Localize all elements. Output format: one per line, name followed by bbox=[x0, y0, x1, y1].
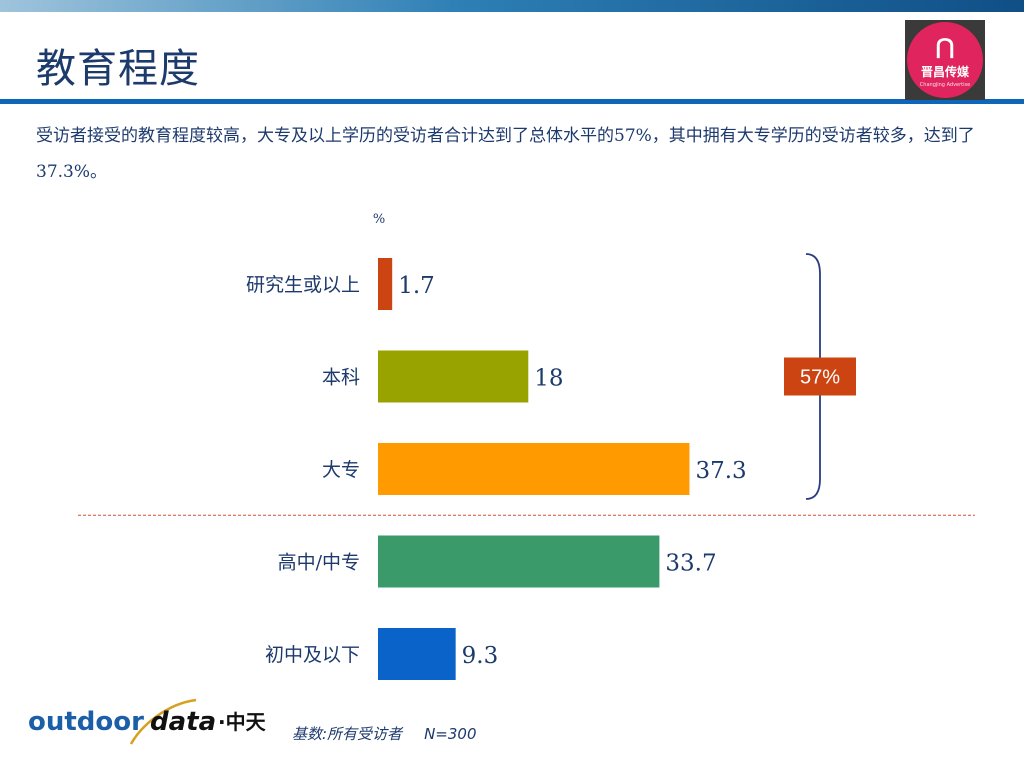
bar-1 bbox=[378, 258, 393, 310]
category-label-5: 初中及以下 bbox=[265, 644, 360, 666]
value-label-4: 33.7 bbox=[665, 551, 716, 577]
top-band bbox=[0, 0, 1024, 12]
bar-2 bbox=[378, 350, 529, 403]
base-label: 基数:所有受访者 bbox=[292, 725, 403, 743]
sample-base-note: 基数:所有受访者 N=300 bbox=[292, 723, 476, 744]
logo-subtitle: Changjing Advertise bbox=[920, 82, 970, 88]
company-logo: ⋂ 晋昌传媒 Changjing Advertise bbox=[905, 20, 985, 100]
logo-word-zhongtian: ·中天 bbox=[218, 710, 267, 734]
outdoor-data-logo: outdoor data ·中天 bbox=[26, 696, 286, 750]
bracket-badge-label: 57% bbox=[800, 367, 840, 389]
value-label-5: 9.3 bbox=[462, 643, 499, 669]
axis-unit-label: % bbox=[373, 212, 385, 227]
svg-text:⋂: ⋂ bbox=[936, 35, 955, 60]
logo-word-data: data bbox=[150, 707, 216, 737]
bar-5 bbox=[378, 628, 456, 680]
sample-size-label: N=300 bbox=[424, 725, 477, 743]
logo-word-outdoor: outdoor bbox=[28, 707, 144, 737]
bracket-badge bbox=[784, 357, 856, 396]
category-label-1: 研究生或以上 bbox=[246, 274, 360, 296]
summary-text: 受访者接受的教育程度较高，大专及以上学历的受访者合计达到了总体水平的57%，其中… bbox=[36, 126, 975, 182]
page-title: 教育程度 bbox=[36, 46, 200, 92]
value-label-3: 37.3 bbox=[695, 458, 746, 484]
bar-3 bbox=[378, 443, 690, 495]
category-label-4: 高中/中专 bbox=[278, 552, 360, 574]
category-label-3: 大专 bbox=[322, 459, 360, 481]
value-label-2: 18 bbox=[534, 366, 563, 392]
title-rule bbox=[0, 99, 1024, 104]
logo-name: 晋昌传媒 bbox=[921, 64, 970, 79]
bar-4 bbox=[378, 535, 660, 588]
value-label-1: 1.7 bbox=[398, 273, 435, 299]
category-label-2: 本科 bbox=[322, 367, 360, 389]
